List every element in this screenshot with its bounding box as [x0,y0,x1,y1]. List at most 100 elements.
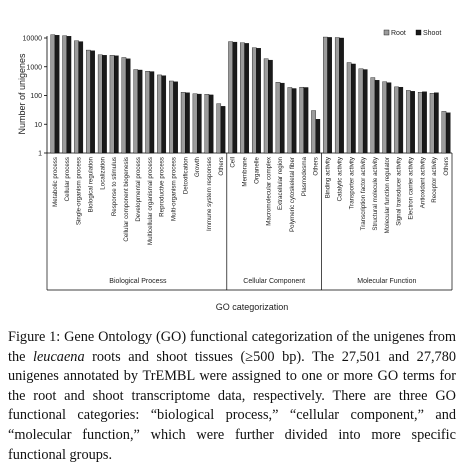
bar-root [228,41,233,154]
bar-shoot [137,69,143,154]
x-tick-label: Developmental process [135,157,142,222]
x-tick-label: Response to stimulus [111,157,118,216]
bar-shoot [232,41,238,154]
x-tick-label: Antioxidant activity [419,156,426,208]
x-tick-label: Polymeric cytoskeletal fiber [289,157,296,232]
bar-root [121,57,127,154]
x-tick-label: Multi-organism process [170,157,177,221]
bar-shoot [256,48,261,154]
bar-shoot [78,41,84,154]
bar-shoot [268,59,273,154]
bar-root [157,74,162,154]
bar-shoot [374,80,380,154]
group-label: Cellular Component [243,278,305,285]
x-tick-label: Metabolic process [52,157,59,207]
bar-root [323,36,328,154]
bar-root [370,77,376,154]
legend-label: Shoot [423,30,441,37]
bar-root [334,37,340,154]
bar-root [394,86,399,154]
x-axis-label: GO categorization [216,302,289,312]
bar-root [311,110,316,154]
caption-text-1: Gene Ontology (GO) functional categoriza… [8,329,456,365]
x-tick-label: Electron carrier activity [408,156,415,219]
x-tick-label: Cellular process [64,157,71,201]
bar-root [204,94,210,154]
bar-shoot [279,82,285,154]
bar-shoot [66,36,72,154]
x-tick-label: Single-organism process [76,157,83,225]
y-tick-label: 10000 [23,36,43,43]
bar-root [382,81,387,154]
bar-root [97,54,103,154]
bar-shoot [125,58,131,154]
y-axis-label: Number of unigenes [17,53,27,135]
y-tick-label: 100 [30,93,42,100]
bar-root [429,93,435,154]
group-label: Molecular Function [357,278,416,285]
bar-root [180,92,186,154]
chart-legend: Root Shoot [383,29,441,37]
bar-root [62,35,67,154]
bar-root [263,58,269,154]
bar-root [86,49,91,154]
x-tick-label: Biological regulation [87,156,94,212]
bar-shoot [185,92,190,154]
bar-root [417,92,423,154]
bar-root [251,47,257,154]
x-tick-label: Extracellular region [277,156,284,210]
legend-swatch [415,29,422,36]
bar-shoot [398,86,404,154]
bar-root [109,55,115,154]
bar-shoot [244,43,250,154]
bar-shoot [208,94,214,154]
y-tick-label: 1000 [26,64,42,71]
bar-root [145,71,150,154]
bar-shoot [351,63,356,154]
x-tick-label: Organelle [253,156,260,183]
bar-root [133,69,139,154]
bar-root [192,93,198,154]
bar-shoot [386,82,392,154]
bar-shoot [445,112,451,154]
bar-root [169,80,174,154]
group-label: Biological Process [109,278,167,285]
bar-root [275,82,281,154]
x-tick-label: Multicellular organismal process [147,157,154,245]
bar-root [441,111,447,154]
bar-shoot [422,91,427,154]
bar-shoot [196,93,202,154]
bar-shoot [54,35,60,154]
bar-shoot [220,106,226,154]
bar-root [50,34,56,154]
caption-species: leucaena [32,348,85,365]
bar-shoot [114,55,119,154]
bar-shoot [339,37,344,154]
bar-shoot [161,75,167,154]
x-tick-label: Growth [194,156,201,177]
x-tick-label: Others [218,157,225,176]
bar-shoot [291,88,297,154]
bar-shoot [102,55,107,154]
x-tick-label: Membrane [242,156,249,186]
x-tick-label: Immune system responses [206,157,213,231]
x-tick-label: Detoxification [182,156,189,194]
bar-root [216,103,222,154]
x-tick-label: Transcription factor activity [360,156,367,230]
x-tick-label: Transporter activity [348,156,355,209]
x-tick-label: Signal transducer activity [396,156,403,226]
x-tick-label: Cell [230,157,237,168]
bar-shoot [90,50,95,154]
x-tick-label: Catalytic activity [336,156,343,201]
x-tick-label: Reproductive process [159,157,166,217]
caption-text-2: roots and shoot tissues (≥500 bp). The 2… [8,348,456,463]
bar-root [358,68,364,154]
go-bar-chart: Root Shoot 1 10 100 1000 10000 Metabolic proc… [17,29,453,312]
bar-root [240,42,245,154]
figure-caption: Figure 1: Gene Ontology (GO) functional … [8,328,456,465]
category-groups: Biological Process Cellular Component Mole… [46,153,453,291]
bar-root [299,86,305,154]
bar-shoot [173,81,178,154]
bar-root [406,90,411,154]
bar-shoot [315,119,321,154]
